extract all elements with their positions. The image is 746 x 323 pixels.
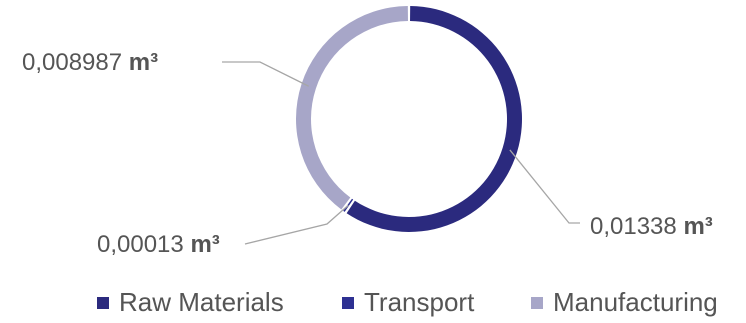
- leader-lines: [222, 61, 580, 245]
- data-label-transport: 0,00013 m³: [97, 231, 220, 258]
- data-label-manufacturing: 0,008987 m³: [22, 49, 158, 76]
- legend-swatch-transport: [342, 297, 354, 309]
- slice-manufacturing: [295, 6, 408, 210]
- donut-slices: [295, 6, 522, 233]
- legend: Raw Materials Transport Manufacturing: [97, 287, 718, 317]
- leader-line-transport: [244, 204, 349, 245]
- legend-label-raw-materials: Raw Materials: [119, 287, 284, 317]
- slice-raw-materials: [346, 6, 522, 233]
- data-label-raw-materials: 0,01338 m³: [590, 213, 713, 240]
- legend-swatch-manufacturing: [531, 297, 543, 309]
- leader-line-raw-materials: [509, 149, 580, 224]
- legend-label-manufacturing: Manufacturing: [553, 287, 718, 317]
- legend-swatch-raw-materials: [97, 297, 109, 309]
- legend-label-transport: Transport: [364, 287, 475, 317]
- leader-line-manufacturing: [222, 61, 310, 87]
